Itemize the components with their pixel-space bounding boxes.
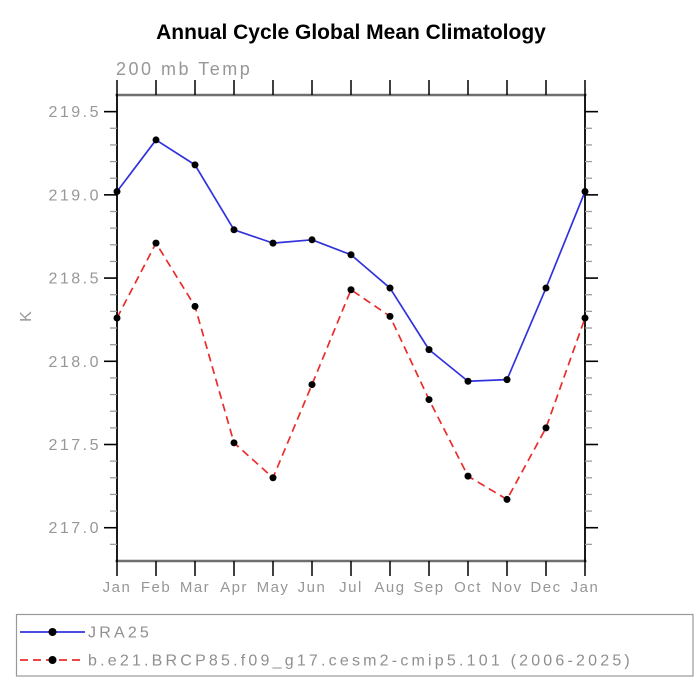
- legend-marker-icon: [48, 628, 57, 636]
- chart-subtitle: 200 mb Temp: [116, 59, 252, 79]
- series-line-0: [116, 139, 586, 383]
- data-point: [308, 236, 316, 244]
- axis-ticks: Jan Feb Mar Apr May Jun Jul Aug Sep Oct Nov Dec Jan 2…: [48, 80, 600, 596]
- x-tick-label: Nov: [491, 579, 522, 596]
- x-tick-label: Mar: [180, 579, 210, 596]
- x-tick-label: Sep: [413, 579, 444, 596]
- data-point: [152, 136, 160, 144]
- legend-item-label: JRA25: [88, 625, 152, 642]
- x-tick-label: Apr: [220, 579, 248, 596]
- data-point: [386, 312, 394, 320]
- x-tick-label: Jan: [571, 579, 600, 596]
- y-tick-label: 218.5: [48, 271, 101, 288]
- data-point: [308, 381, 316, 389]
- y-tick-label: 218.0: [48, 354, 101, 371]
- data-point: [347, 286, 355, 294]
- data-point: [230, 439, 238, 447]
- data-point: [542, 424, 550, 432]
- legend-item-label: b.e21.BRCP85.f09_g17.cesm2-cmip5.101 (20…: [88, 653, 633, 670]
- y-tick-label: 219.0: [48, 187, 101, 204]
- data-point: [581, 314, 589, 322]
- x-tick-label: Jan: [103, 579, 132, 596]
- y-tick-label: 217.5: [48, 437, 101, 454]
- legend-marker-icon: [48, 656, 57, 664]
- data-point: [269, 474, 277, 482]
- legend-border: [15, 613, 694, 677]
- data-point: [191, 161, 199, 169]
- data-point: [113, 314, 121, 322]
- y-tick-label: 217.0: [48, 520, 101, 537]
- y-tick-label: 219.5: [48, 104, 101, 121]
- x-tick-label: Dec: [530, 579, 561, 596]
- data-point: [230, 226, 238, 234]
- data-point: [464, 472, 472, 480]
- legend-item: b.e21.BRCP85.f09_g17.cesm2-cmip5.101 (20…: [20, 653, 633, 670]
- data-point: [542, 284, 550, 292]
- data-point: [113, 188, 121, 196]
- chart-title: Annual Cycle Global Mean Climatology: [156, 21, 546, 44]
- data-point: [425, 396, 433, 404]
- data-point: [191, 302, 199, 310]
- plot-frame: [115, 93, 587, 563]
- x-tick-label: Aug: [374, 579, 405, 596]
- data-point: [347, 251, 355, 259]
- series-line-1: [116, 242, 586, 501]
- data-point: [269, 239, 277, 247]
- x-tick-label: Jun: [298, 579, 327, 596]
- x-tick-label: Oct: [454, 579, 482, 596]
- data-point: [425, 346, 433, 354]
- legend-box: JRA25 b.e21.BRCP85.f09_g17.cesm2-cmip5.1…: [15, 613, 694, 677]
- data-point: [503, 376, 511, 384]
- data-series: [113, 136, 589, 503]
- y-axis-label: K: [18, 310, 35, 322]
- legend-item: JRA25: [20, 625, 152, 642]
- data-point: [503, 495, 511, 503]
- x-tick-label: May: [257, 579, 290, 596]
- data-point: [152, 239, 160, 247]
- data-point: [581, 188, 589, 196]
- x-tick-label: Feb: [141, 579, 171, 596]
- data-point: [386, 284, 394, 292]
- x-tick-label: Jul: [339, 579, 363, 596]
- data-point: [464, 377, 472, 385]
